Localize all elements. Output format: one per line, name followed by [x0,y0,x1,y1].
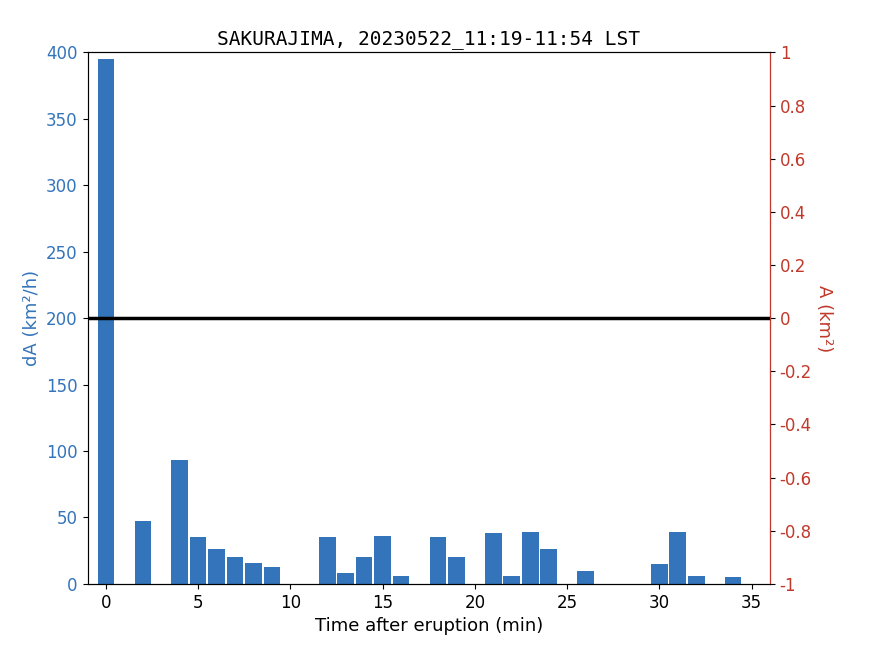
Bar [356,558,373,584]
Bar [430,537,446,584]
Bar [651,564,668,584]
Bar [374,536,391,584]
Bar [338,573,354,584]
Bar [448,558,465,584]
Bar [172,461,188,584]
Title: SAKURAJIMA, 20230522_11:19-11:54 LST: SAKURAJIMA, 20230522_11:19-11:54 LST [217,30,640,49]
Bar [227,558,243,584]
Bar [208,549,225,584]
Bar [541,549,557,584]
Bar [578,571,594,584]
Bar [724,577,741,584]
Bar [669,532,686,584]
Bar [263,567,280,584]
Bar [485,533,501,584]
Bar [319,537,336,584]
Bar [135,522,151,584]
Bar [522,532,538,584]
Bar [245,563,262,584]
X-axis label: Time after eruption (min): Time after eruption (min) [315,617,542,635]
Y-axis label: A (km²): A (km²) [815,285,833,352]
Bar [190,537,206,584]
Y-axis label: dA (km²/h): dA (km²/h) [23,270,40,366]
Bar [688,576,704,584]
Bar [393,576,410,584]
Bar [503,576,520,584]
Bar [98,59,115,584]
